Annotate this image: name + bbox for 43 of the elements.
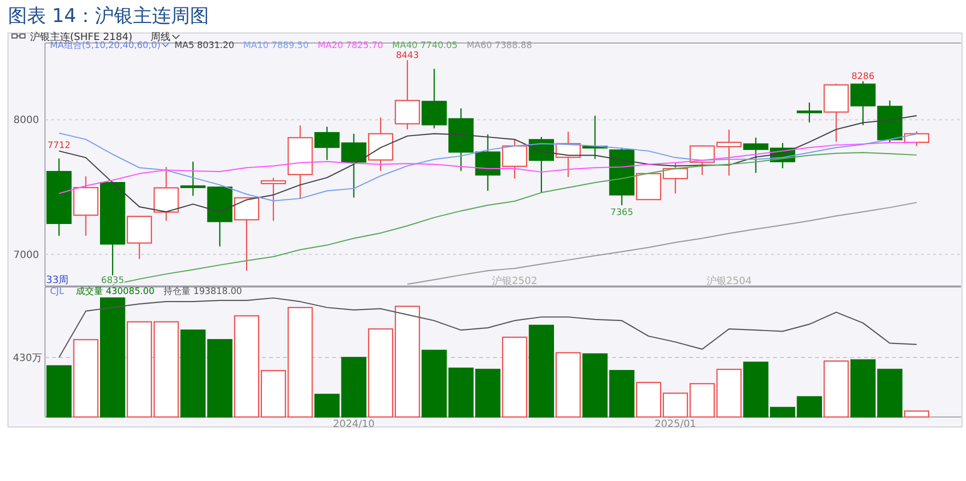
annotation: 7712 <box>48 140 70 151</box>
bar <box>824 360 849 418</box>
x-tick-label: 2025/01 <box>654 419 696 430</box>
bar <box>904 410 930 418</box>
bar <box>100 297 126 418</box>
x-tick-label: 沪银2504 <box>706 275 752 287</box>
text: MA5 8031.20 <box>174 41 235 51</box>
bar <box>636 382 662 418</box>
candlestick <box>73 176 98 236</box>
candlestick <box>368 116 394 172</box>
annotation: 33周 <box>46 275 69 286</box>
bar <box>502 336 528 418</box>
candlestick <box>288 124 313 200</box>
text: MA40 7740.05 <box>392 41 458 51</box>
annotation: 8443 <box>396 51 419 62</box>
bar <box>394 306 420 418</box>
text: MA60 7388.88 <box>466 41 532 51</box>
text: MA10 7889.50 <box>243 41 309 51</box>
annotation: 6835 <box>101 276 124 286</box>
bar <box>73 339 98 418</box>
x-tick-label: 沪银2502 <box>492 275 538 287</box>
candlestick <box>154 166 179 222</box>
bar <box>234 315 260 418</box>
y-tick-label: 8000 <box>14 115 39 126</box>
x-tick-label: 2024/10 <box>333 419 375 430</box>
series-label: 持仓量 193818.00 <box>163 286 242 297</box>
bar <box>368 328 394 418</box>
candlestick <box>46 158 72 236</box>
ref-line-label: 430万 <box>12 353 42 364</box>
text: MA20 7825.70 <box>318 41 384 51</box>
annotation: 8286 <box>852 72 875 82</box>
bar <box>528 324 554 418</box>
annotation: 周线 <box>150 31 170 43</box>
chart-title: 图表 14：沪银主连周图 <box>8 5 210 27</box>
y-tick-label: 7000 <box>14 250 39 261</box>
annotation: 7365 <box>610 208 634 218</box>
text: CJL <box>50 287 64 297</box>
line-series <box>406 202 918 285</box>
bar <box>796 396 822 418</box>
series-label: 成交量 430085.00 <box>76 286 155 297</box>
annotation: MA组合(5,10,20,40,60,0) <box>50 40 161 51</box>
bar <box>46 365 72 418</box>
bar <box>556 352 581 418</box>
